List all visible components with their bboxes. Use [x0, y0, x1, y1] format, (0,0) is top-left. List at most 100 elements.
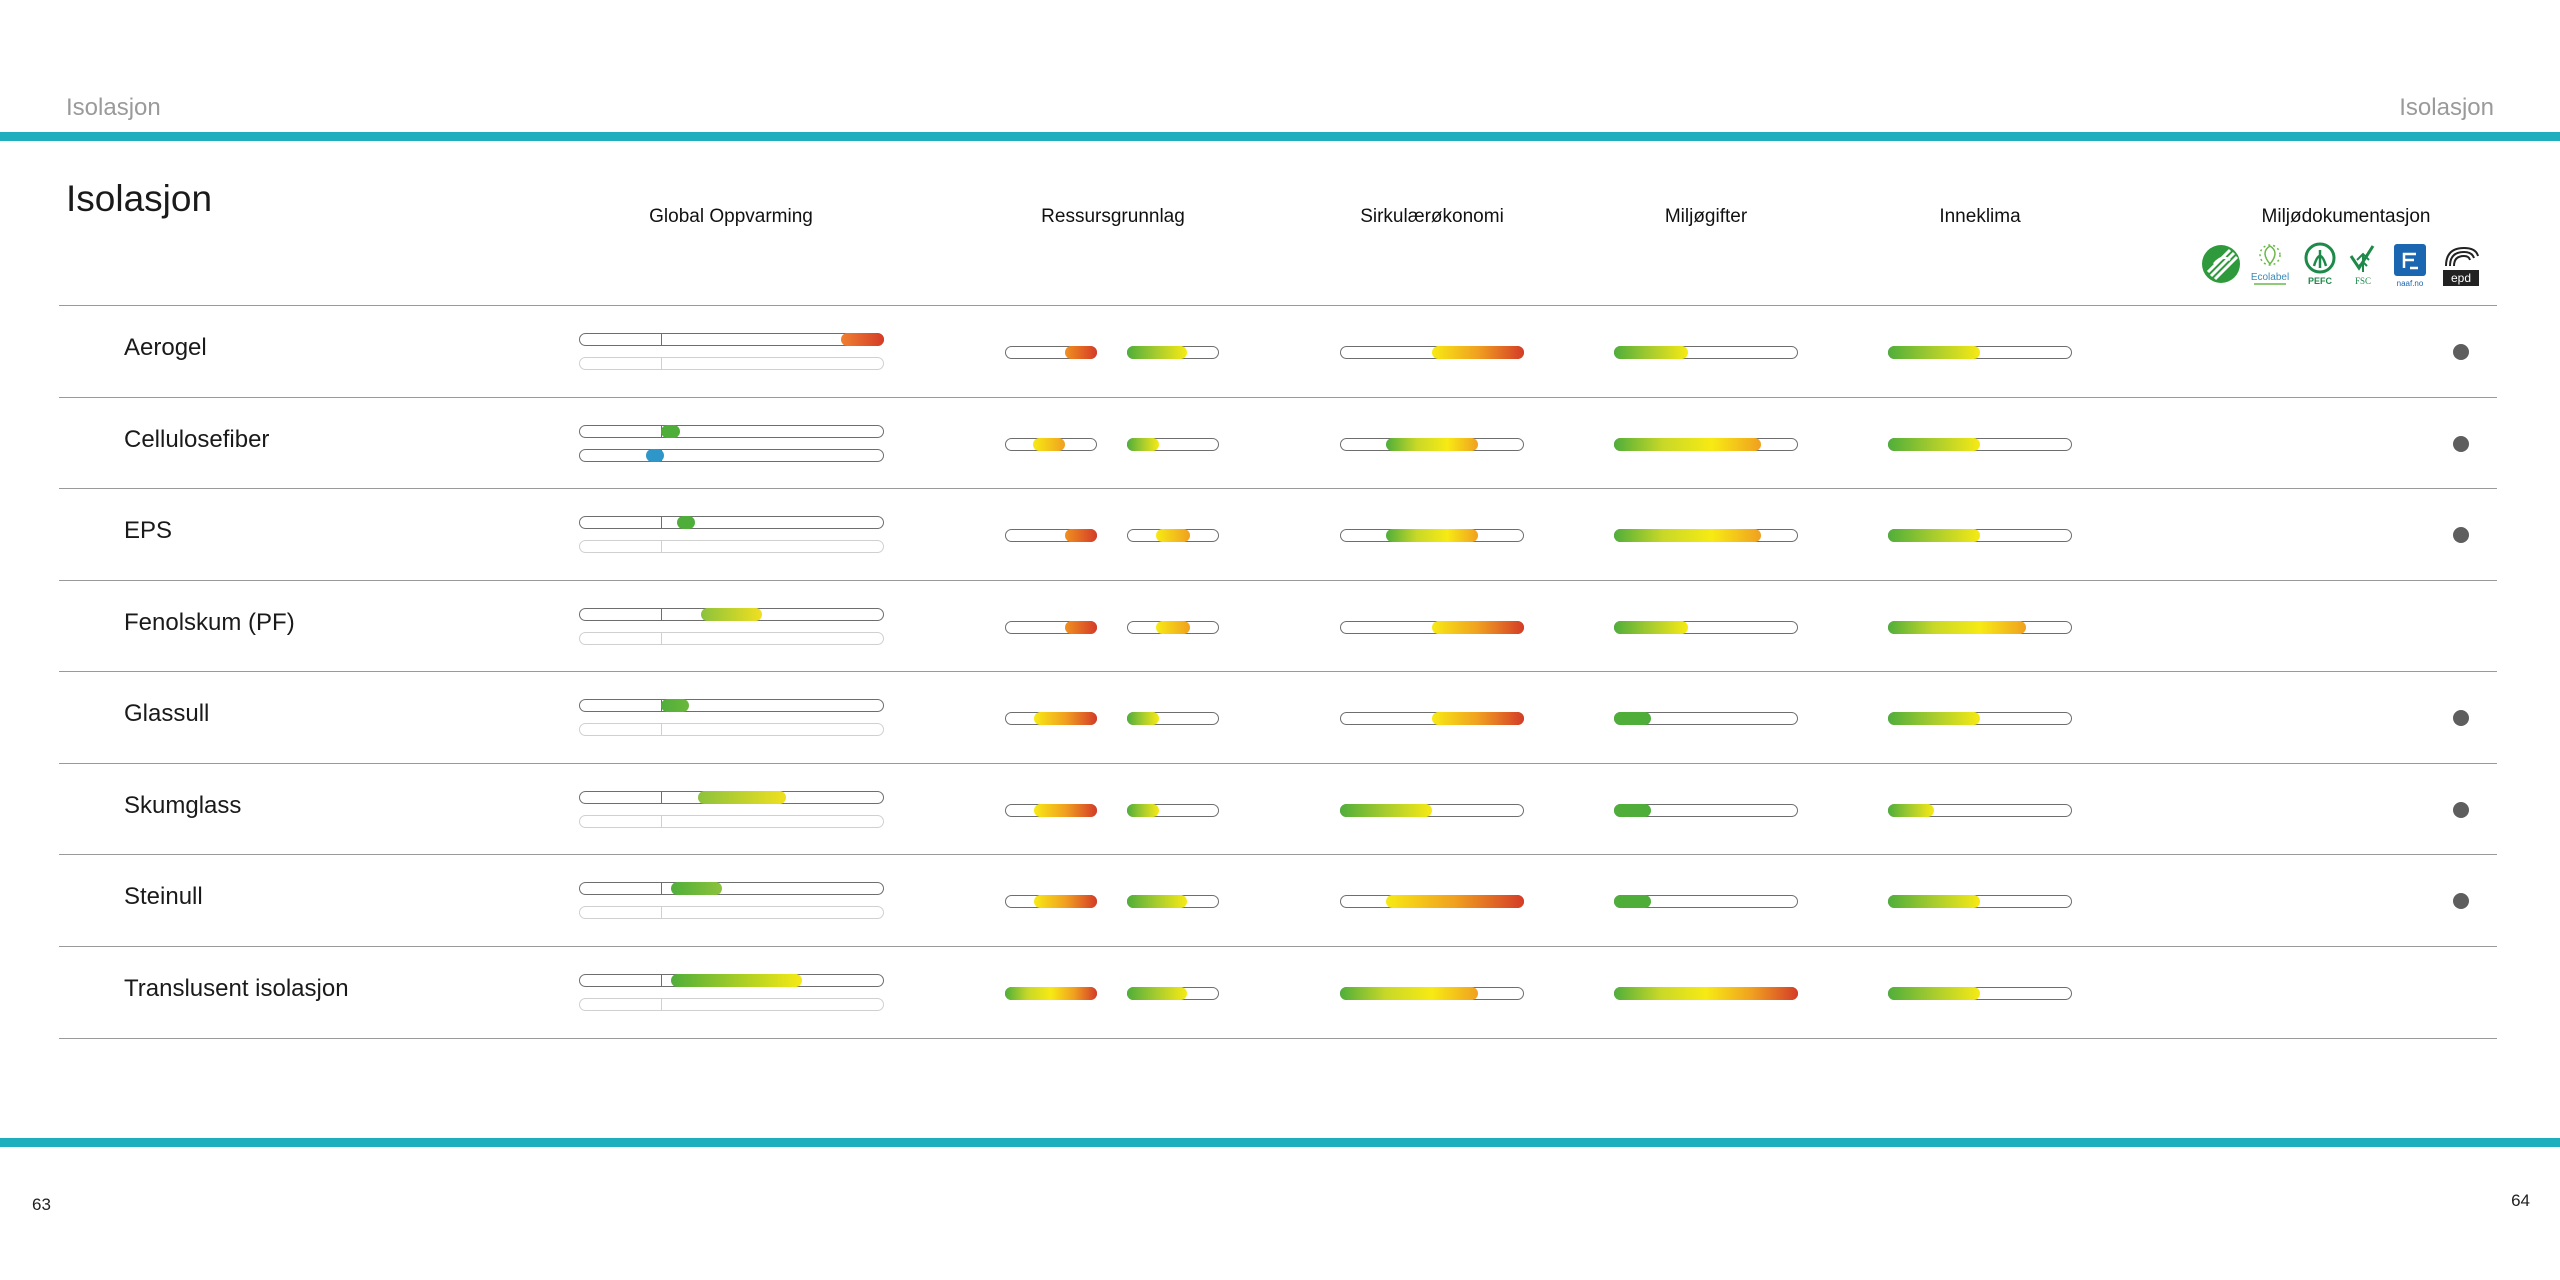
- column-header-resources: Ressursgrunnlag: [1041, 206, 1185, 227]
- nordic-swan-logo: [2202, 245, 2240, 283]
- toxins-bar-fill: [1614, 895, 1651, 908]
- global-warming-bar-secondary-track: [579, 540, 884, 553]
- table-row: Cellulosefiber: [59, 396, 2497, 489]
- material-name: Fenolskum (PF): [124, 608, 295, 636]
- global-warming-bar-secondary-divider: [661, 997, 662, 1011]
- fsc-logo: FSC: [2349, 245, 2375, 286]
- global-warming-bar-secondary-divider: [661, 631, 662, 645]
- svg-text:epd: epd: [2451, 271, 2471, 285]
- toxins-bar-fill: [1614, 803, 1651, 817]
- global-warming-bar-track: [579, 882, 884, 895]
- global-warming-bar-divider: [661, 790, 662, 804]
- resources-bar-2-fill: [1127, 986, 1187, 1000]
- toxins-bar-fill: [1614, 346, 1688, 359]
- circular-economy-bar-fill: [1432, 712, 1524, 725]
- material-name: Translusent isolasjon: [124, 974, 349, 1002]
- indoor-climate-bar-fill: [1888, 986, 1980, 1000]
- epd-logo: epd: [2443, 246, 2479, 286]
- global-warming-bar-fill: [661, 424, 680, 438]
- eco-label-logos: Ecolabel PEFC FSC naaf.no epd: [2200, 242, 2485, 288]
- documentation-dot: [2453, 435, 2469, 452]
- global-warming-bar-secondary-divider: [661, 814, 662, 828]
- column-header-indoor-climate: Inneklima: [1939, 206, 2021, 227]
- global-warming-bar-divider: [661, 607, 662, 621]
- resources-bar-1-fill: [1064, 529, 1097, 542]
- running-title-left: Isolasjon: [66, 94, 161, 121]
- global-warming-bar-secondary-divider: [661, 357, 662, 370]
- documentation-dot: [2453, 710, 2469, 726]
- resources-bar-1-fill: [1034, 895, 1097, 908]
- material-name: Glassull: [124, 700, 210, 727]
- resources-bar-2-fill: [1127, 346, 1187, 359]
- global-warming-bar-track: [579, 333, 884, 346]
- global-warming-bar-fill: [661, 699, 689, 712]
- global-warming-bar-fill: [701, 607, 762, 621]
- global-warming-bar-fill: [676, 516, 695, 529]
- table-row: Fenolskum (PF): [59, 579, 2497, 672]
- indoor-climate-bar-fill: [1888, 437, 1980, 451]
- svg-text:PEFC: PEFC: [2308, 276, 2333, 286]
- resources-bar-2-fill: [1156, 620, 1190, 634]
- material-name: Cellulosefiber: [124, 425, 270, 453]
- table-row: EPS: [59, 488, 2497, 580]
- global-warming-bar-secondary-fill: [646, 448, 665, 462]
- documentation-dot: [2453, 344, 2469, 360]
- resources-bar-1-fill: [1034, 712, 1097, 725]
- resources-bar-2-fill: [1127, 803, 1160, 817]
- documentation-dot: [2453, 801, 2469, 818]
- global-warming-bar-fill: [670, 973, 802, 987]
- column-header-documentation: Miljødokumentasjon: [2261, 206, 2431, 227]
- indoor-climate-bar-fill: [1888, 803, 1934, 817]
- table-row: Steinull: [59, 854, 2497, 946]
- column-header-global-warming: Global Oppvarming: [649, 206, 813, 227]
- global-warming-bar-fill: [697, 790, 787, 804]
- resources-bar-1-fill: [1064, 346, 1097, 359]
- table-row: Glassull: [59, 671, 2497, 763]
- header-band: [0, 132, 2560, 141]
- global-warming-bar-track: [579, 699, 884, 712]
- svg-text:FSC: FSC: [2355, 276, 2371, 286]
- indoor-climate-bar-fill: [1888, 712, 1980, 725]
- toxins-bar-fill: [1614, 712, 1651, 725]
- global-warming-bar-secondary-divider: [661, 906, 662, 919]
- circular-economy-bar-fill: [1432, 620, 1524, 634]
- global-warming-bar-secondary-divider: [661, 723, 662, 736]
- global-warming-bar-fill: [670, 882, 723, 895]
- global-warming-bar-secondary-track: [579, 448, 884, 462]
- resources-bar-2-fill: [1127, 437, 1160, 451]
- resources-bar-2-fill: [1127, 712, 1160, 725]
- toxins-bar-fill: [1614, 986, 1798, 1000]
- global-warming-bar-track: [579, 424, 884, 438]
- global-warming-bar-track: [579, 516, 884, 529]
- toxins-bar-fill: [1614, 620, 1688, 634]
- material-name: EPS: [124, 517, 173, 544]
- documentation-dot: [2453, 527, 2469, 543]
- global-warming-bar-divider: [661, 973, 662, 987]
- global-warming-bar-secondary-divider: [661, 540, 662, 553]
- page-number-left: 63: [32, 1195, 51, 1214]
- documentation-dot: [2453, 893, 2469, 909]
- circular-economy-bar-fill: [1340, 803, 1432, 817]
- circular-economy-bar-fill: [1386, 529, 1478, 542]
- material-name: Steinull: [124, 883, 203, 910]
- toxins-bar-fill: [1614, 437, 1762, 451]
- circular-economy-bar-fill: [1386, 895, 1524, 908]
- resources-bar-2-fill: [1127, 895, 1187, 908]
- indoor-climate-bar-fill: [1888, 895, 1980, 908]
- pefc-logo: PEFC: [2304, 242, 2336, 286]
- resources-bar-1-fill: [1005, 986, 1097, 1000]
- indoor-climate-bar-fill: [1888, 620, 2026, 634]
- global-warming-bar-secondary-track: [579, 357, 884, 370]
- page-title: Isolasjon: [66, 178, 213, 219]
- toxins-bar-fill: [1614, 529, 1762, 542]
- global-warming-bar-secondary-track: [579, 906, 884, 919]
- circular-economy-bar-fill: [1432, 346, 1524, 359]
- global-warming-bar-secondary-track: [579, 997, 884, 1011]
- global-warming-bar-secondary-track: [579, 814, 884, 828]
- global-warming-bar-fill: [841, 333, 884, 346]
- running-title-right: Isolasjon: [2399, 94, 2494, 121]
- eu-ecolabel-logo: Ecolabel: [2251, 244, 2289, 285]
- global-warming-bar-divider: [661, 516, 662, 529]
- naaf-logo: naaf.no: [2394, 244, 2426, 288]
- table-row: Translusent isolasjon: [59, 945, 2497, 1039]
